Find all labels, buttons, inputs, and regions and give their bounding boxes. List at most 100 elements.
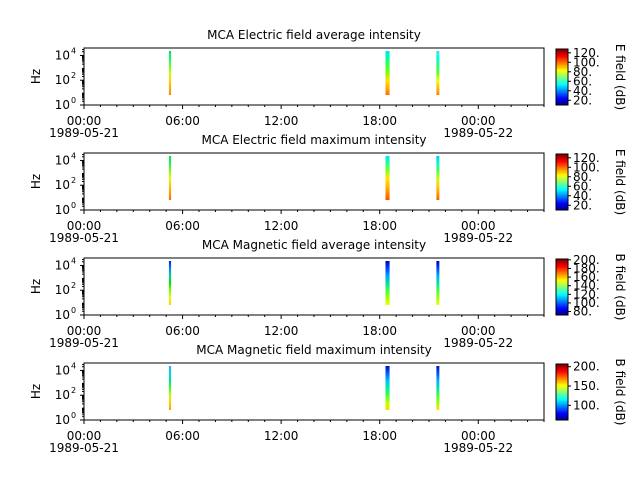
- colorbar-segment: [556, 366, 568, 369]
- x-tick-date: 1989-05-22: [443, 231, 513, 245]
- colorbar-segment: [556, 183, 568, 186]
- spectrogram-panel: MCA Magnetic field maximum intensity Hz 10…: [29, 343, 627, 455]
- colorbar-frame: [555, 363, 569, 421]
- colorbar-segment: [556, 194, 568, 197]
- colorbar-segment: [556, 261, 568, 264]
- colorbar-segment: [556, 196, 568, 198]
- spectrogram-panel: MCA Magnetic field average intensity Hz 10…: [29, 238, 627, 350]
- colorbar-segment: [556, 78, 568, 81]
- colorbar-segment: [556, 396, 568, 399]
- colorbar-tick-label: 100.: [573, 160, 600, 174]
- panel-title: MCA Magnetic field average intensity: [202, 238, 426, 252]
- colorbar-segment: [556, 165, 568, 168]
- colorbar-segment: [556, 67, 568, 70]
- plot-area: [83, 257, 545, 316]
- colorbar-segment: [556, 60, 568, 63]
- x-tick-label: 00:00: [461, 219, 496, 233]
- colorbar-segment: [556, 259, 568, 261]
- spectral-burst: [168, 261, 172, 305]
- x-tick-date: 1989-05-21: [49, 231, 119, 245]
- y-axis-label: Hz: [29, 174, 43, 189]
- colorbar-segment: [556, 96, 568, 99]
- spectral-burst: [385, 261, 390, 305]
- colorbar-segment: [556, 407, 568, 410]
- colorbar-segment: [556, 364, 568, 366]
- colorbar-segment: [556, 156, 568, 159]
- colorbar-segment: [556, 203, 568, 205]
- colorbar-tick-label: 60.: [573, 179, 592, 193]
- plot-area: [83, 152, 545, 211]
- colorbar-segment: [556, 278, 568, 281]
- colorbar-segment: [556, 161, 568, 163]
- colorbar-segment: [556, 403, 568, 406]
- y-tick-label: 10: [55, 308, 70, 322]
- colorbar-segment: [556, 306, 568, 309]
- colorbar-segment: [556, 393, 568, 396]
- colorbar-tick-label: 100.: [573, 55, 600, 69]
- colorbar-segment: [556, 298, 568, 301]
- colorbar-segment: [556, 61, 568, 64]
- x-tick-label: 00:00: [67, 219, 102, 233]
- y-tick-label: 10: [55, 153, 70, 167]
- colorbar-tick-label: 200.: [573, 360, 600, 374]
- x-tick-label: 12:00: [264, 114, 299, 128]
- colorbar-segment: [556, 303, 568, 306]
- colorbar-segment: [556, 170, 568, 173]
- colorbar-segment: [556, 373, 568, 376]
- colorbar-segment: [556, 392, 568, 394]
- colorbar-segment: [556, 179, 568, 182]
- spectral-burst: [436, 366, 440, 410]
- y-tick-exponent: 2: [71, 71, 76, 80]
- colorbar-segment: [556, 394, 568, 397]
- colorbar-tick-label: 180.: [573, 261, 600, 275]
- y-tick-label: 10: [55, 283, 70, 297]
- colorbar-tick-label: 100.: [573, 296, 600, 310]
- colorbar-segment: [556, 70, 568, 72]
- y-tick-label: 10: [55, 98, 70, 112]
- colorbar-segment: [556, 268, 568, 271]
- colorbar-segment: [556, 184, 568, 187]
- colorbar-label: B field (dB): [613, 359, 627, 426]
- colorbar-segment: [556, 282, 568, 285]
- spectral-burst: [436, 156, 440, 200]
- colorbar-tick-label: 140.: [573, 279, 600, 293]
- y-tick-exponent: 4: [71, 361, 76, 370]
- spectral-burst: [385, 51, 390, 95]
- colorbar-segment: [556, 287, 568, 289]
- colorbar-segment: [556, 166, 568, 169]
- x-tick-label: 06:00: [165, 219, 200, 233]
- colorbar-segment: [556, 309, 568, 312]
- colorbar: 20.40.60.80.100.120. E field (dB): [555, 44, 627, 110]
- colorbar-segment: [556, 378, 568, 380]
- colorbar-segment: [556, 81, 568, 84]
- y-tick-exponent: 2: [71, 281, 76, 290]
- colorbar: 80.100.120.140.160.180.200. B field (dB): [555, 253, 627, 321]
- colorbar-segment: [556, 193, 568, 196]
- colorbar-segment: [556, 163, 568, 166]
- colorbar-segment: [556, 382, 568, 385]
- colorbar-segment: [556, 82, 568, 85]
- x-tick-date: 1989-05-22: [443, 336, 513, 350]
- x-tick-label: 00:00: [461, 114, 496, 128]
- x-tick-label: 00:00: [67, 114, 102, 128]
- colorbar-segment: [556, 190, 568, 193]
- colorbar-frame: [555, 48, 569, 106]
- colorbar-segment: [556, 406, 568, 408]
- colorbar-frame: [555, 258, 569, 316]
- colorbar-segment: [556, 263, 568, 266]
- spectral-burst: [168, 156, 172, 200]
- colorbar-segment: [556, 57, 568, 60]
- colorbar-segment: [556, 285, 568, 288]
- colorbar-label: B field (dB): [613, 254, 627, 321]
- colorbar-segment: [556, 292, 568, 295]
- colorbar-segment: [556, 77, 568, 79]
- colorbar-tick-label: 100.: [573, 398, 600, 412]
- colorbar-segment: [556, 186, 568, 189]
- colorbar-segment: [556, 266, 568, 268]
- colorbar-segment: [556, 200, 568, 203]
- colorbar-segment: [556, 187, 568, 190]
- colorbar-segment: [556, 102, 568, 105]
- colorbar-segment: [556, 197, 568, 200]
